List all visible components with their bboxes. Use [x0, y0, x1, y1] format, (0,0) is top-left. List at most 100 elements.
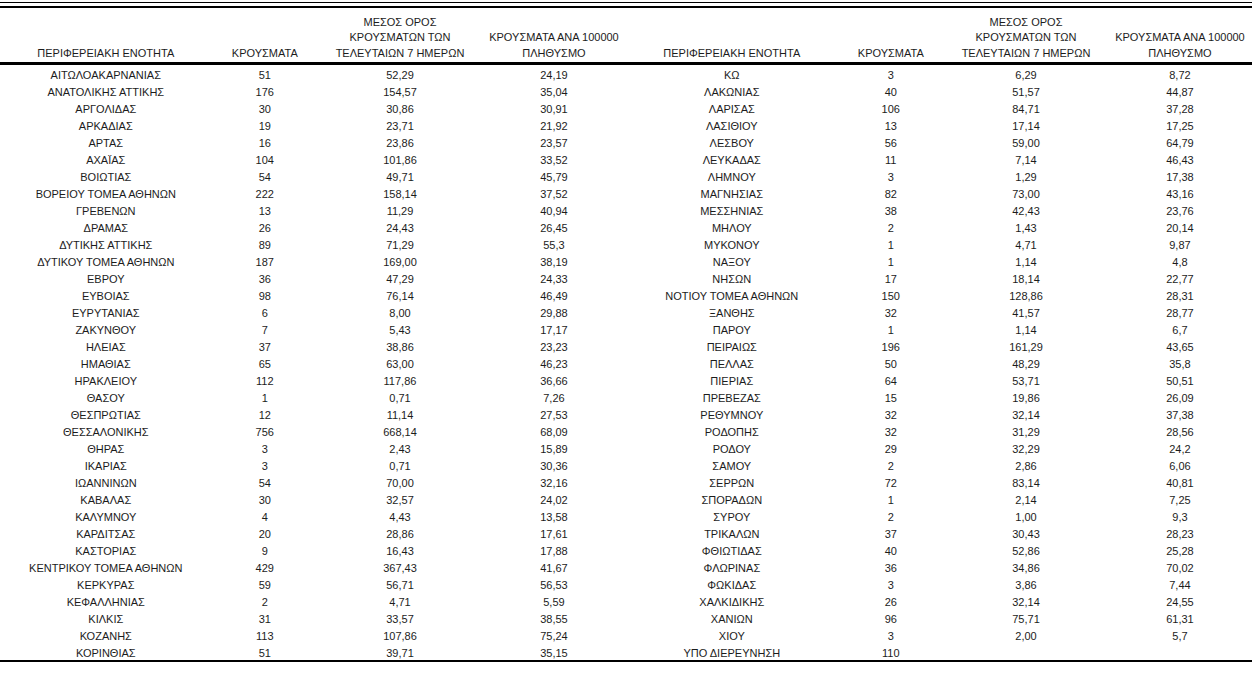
cell-avg7: 32,29 [944, 441, 1108, 458]
cell-avg7: 30,43 [944, 526, 1108, 543]
cell-region: ΞΑΝΘΗΣ [626, 305, 838, 322]
cell-per100k: 56,53 [482, 577, 626, 594]
cell-region: ΡΟΔΟΠΗΣ [626, 424, 838, 441]
table-row: ΕΒΡΟΥ3647,2924,33 [0, 271, 626, 288]
cell-region: ΡΕΘΥΜΝΟΥ [626, 407, 838, 424]
table-row: ΗΜΑΘΙΑΣ6563,0046,23 [0, 356, 626, 373]
cell-region: ΠΙΕΡΙΑΣ [626, 373, 838, 390]
cell-cases: 96 [838, 611, 944, 628]
cell-per100k: 5,59 [482, 594, 626, 611]
cell-per100k: 28,31 [1108, 288, 1252, 305]
cell-cases: 110 [838, 645, 944, 662]
cell-region: ΧΑΝΙΩΝ [626, 611, 838, 628]
cell-avg7: 1,14 [944, 322, 1108, 339]
cell-region: ΜΕΣΣΗΝΙΑΣ [626, 203, 838, 220]
cell-avg7: 2,86 [944, 458, 1108, 475]
cell-cases: 36 [838, 560, 944, 577]
table-row: ΕΥΡΥΤΑΝΙΑΣ68,0029,88 [0, 305, 626, 322]
cell-avg7: 24,43 [318, 220, 482, 237]
cell-region: ΙΚΑΡΙΑΣ [0, 458, 212, 475]
cell-region: ΘΗΡΑΣ [0, 441, 212, 458]
table-row: ΠΡΕΒΕΖΑΣ1519,8626,09 [626, 390, 1252, 407]
table-row: ΥΠΟ ΔΙΕΡΕΥΝΗΣΗ110 [626, 645, 1252, 662]
cell-per100k: 25,28 [1108, 543, 1252, 560]
cell-cases: 429 [212, 560, 318, 577]
column-header-avg7: ΜΕΣΟΣ ΟΡΟΣ ΚΡΟΥΣΜΑΤΩΝ ΤΩΝ ΤΕΛΕΥΤΑΙΩΝ 7 Η… [944, 15, 1108, 62]
table-row: ΔΥΤΙΚΗΣ ΑΤΤΙΚΗΣ8971,2955,3 [0, 237, 626, 254]
table-row: ΝΟΤΙΟΥ ΤΟΜΕΑ ΑΘΗΝΩΝ150128,8628,31 [626, 288, 1252, 305]
cell-per100k: 37,28 [1108, 101, 1252, 118]
cell-region: ΛΑΚΩΝΙΑΣ [626, 84, 838, 101]
cell-cases: 30 [212, 492, 318, 509]
cell-cases: 64 [838, 373, 944, 390]
cell-cases: 2 [212, 594, 318, 611]
cell-region: ΘΕΣΣΑΛΟΝΙΚΗΣ [0, 424, 212, 441]
cell-cases: 6 [212, 305, 318, 322]
cell-avg7: 668,14 [318, 424, 482, 441]
cell-region: ΔΡΑΜΑΣ [0, 220, 212, 237]
cell-per100k: 50,51 [1108, 373, 1252, 390]
cell-per100k: 46,49 [482, 288, 626, 305]
cell-region: ΧΑΛΚΙΔΙΚΗΣ [626, 594, 838, 611]
cell-region: ΚΕΡΚΥΡΑΣ [0, 577, 212, 594]
table-row: ΝΗΣΩΝ1718,1422,77 [626, 271, 1252, 288]
cell-per100k: 68,09 [482, 424, 626, 441]
cell-region: ΚΑΣΤΟΡΙΑΣ [0, 543, 212, 560]
cell-cases: 15 [838, 390, 944, 407]
cell-region: ΠΕΛΛΑΣ [626, 356, 838, 373]
cell-region: ΤΡΙΚΑΛΩΝ [626, 526, 838, 543]
table-row: ΡΟΔΟΥ2932,2924,2 [626, 441, 1252, 458]
cell-avg7: 154,57 [318, 84, 482, 101]
cell-region: ΑΝΑΤΟΛΙΚΗΣ ΑΤΤΙΚΗΣ [0, 84, 212, 101]
table-row: ΧΑΝΙΩΝ9675,7161,31 [626, 611, 1252, 628]
cell-cases: 56 [838, 135, 944, 152]
cell-cases: 3 [838, 628, 944, 645]
cell-per100k: 24,55 [1108, 594, 1252, 611]
cell-region: ΛΕΥΚΑΔΑΣ [626, 152, 838, 169]
cell-per100k: 61,31 [1108, 611, 1252, 628]
top-border-line-thin [0, 2, 1252, 3]
table-row: ΔΡΑΜΑΣ2624,4326,45 [0, 220, 626, 237]
cell-per100k: 29,88 [482, 305, 626, 322]
cell-avg7: 161,29 [944, 339, 1108, 356]
cell-per100k: 23,57 [482, 135, 626, 152]
cell-region: ΝΟΤΙΟΥ ΤΟΜΕΑ ΑΘΗΝΩΝ [626, 288, 838, 305]
column-header-avg7-line2: ΚΡΟΥΣΜΑΤΩΝ ΤΩΝ [350, 31, 451, 43]
cell-avg7: 76,14 [318, 288, 482, 305]
cell-cases: 9 [212, 543, 318, 560]
cell-cases: 31 [212, 611, 318, 628]
cell-cases: 26 [212, 220, 318, 237]
cell-avg7: 2,43 [318, 441, 482, 458]
column-header-per100k-line1: ΚΡΟΥΣΜΑΤΑ ΑΝΑ 100000 [489, 31, 619, 43]
table-row: ΒΟΡΕΙΟΥ ΤΟΜΕΑ ΑΘΗΝΩΝ222158,1437,52 [0, 186, 626, 203]
column-header-avg7-line1: ΜΕΣΟΣ ΟΡΟΣ [990, 16, 1063, 28]
cell-avg7: 1,00 [944, 509, 1108, 526]
table-row: ΣΥΡΟΥ21,009,3 [626, 509, 1252, 526]
cell-region: ΜΑΓΝΗΣΙΑΣ [626, 186, 838, 203]
cell-avg7: 17,14 [944, 118, 1108, 135]
cell-avg7: 101,86 [318, 152, 482, 169]
cell-avg7: 23,86 [318, 135, 482, 152]
cell-cases: 196 [838, 339, 944, 356]
table-row: ΕΥΒΟΙΑΣ9876,1446,49 [0, 288, 626, 305]
cell-region: ΘΑΣΟΥ [0, 390, 212, 407]
cell-avg7: 28,86 [318, 526, 482, 543]
cell-region: ΖΑΚΥΝΘΟΥ [0, 322, 212, 339]
cell-per100k: 40,94 [482, 203, 626, 220]
table-row: ΘΕΣΣΑΛΟΝΙΚΗΣ756668,1468,09 [0, 424, 626, 441]
column-header-per100k-line2: ΠΛΗΘΥΣΜΟ [522, 47, 585, 59]
cell-per100k: 38,19 [482, 254, 626, 271]
column-header-avg7-line3: ΤΕΛΕΥΤΑΙΩΝ 7 ΗΜΕΡΩΝ [336, 47, 465, 59]
table-row: ΛΑΚΩΝΙΑΣ4051,5744,87 [626, 84, 1252, 101]
cell-per100k: 33,52 [482, 152, 626, 169]
cell-cases: 12 [212, 407, 318, 424]
table-row: ΚΑΡΔΙΤΣΑΣ2028,8617,61 [0, 526, 626, 543]
cell-avg7: 52,86 [944, 543, 1108, 560]
cell-per100k: 9,3 [1108, 509, 1252, 526]
cell-avg7: 70,00 [318, 475, 482, 492]
cell-cases: 50 [838, 356, 944, 373]
cell-cases: 106 [838, 101, 944, 118]
table-row: ΚΕΦΑΛΛΗΝΙΑΣ24,715,59 [0, 594, 626, 611]
cell-per100k: 23,76 [1108, 203, 1252, 220]
cell-per100k: 41,67 [482, 560, 626, 577]
